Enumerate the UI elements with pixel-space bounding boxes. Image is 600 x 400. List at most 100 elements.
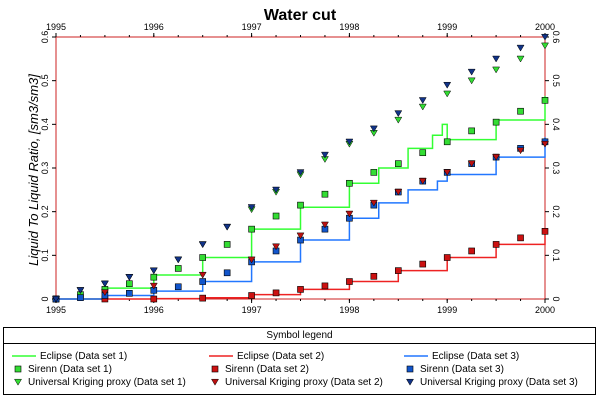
data-point-kriging1: [541, 42, 549, 50]
legend-title: Symbol legend: [266, 330, 333, 341]
data-point-kriging2: [149, 282, 158, 290]
data-point-kriging3: [76, 287, 85, 294]
data-point-sirenn2: [321, 282, 329, 290]
data-point-sirenn2: [150, 295, 158, 303]
data-point-kriging2: [321, 221, 329, 229]
data-point-sirenn3: [77, 294, 84, 301]
symbol-legend: Symbol legend Eclipse (Data set 1) Eclips…: [3, 327, 596, 395]
data-point-kriging3: [125, 274, 134, 281]
data-point-kriging2: [492, 154, 501, 161]
legend-label: Eclipse (Data set 2): [237, 350, 325, 362]
data-point-kriging3: [52, 295, 60, 303]
data-point-sirenn1: [541, 97, 549, 104]
y-tick-label-left: 0.5: [40, 74, 50, 87]
data-point-sirenn3: [126, 290, 133, 297]
data-point-kriging1: [467, 77, 476, 85]
legend-marker-kriging1: [14, 378, 22, 386]
data-point-kriging2: [443, 169, 452, 177]
legend-label: Sirenn (Data set 1): [28, 363, 112, 375]
data-point-kriging3: [149, 267, 158, 275]
y-tick-label-left: 0.6: [40, 31, 50, 44]
data-point-kriging2: [198, 271, 207, 279]
x-tick-label-top: 2000: [535, 22, 555, 32]
legend-marker-sirenn2: [211, 365, 219, 373]
legend-label: Sirenn (Data set 3): [420, 363, 504, 375]
data-point-sirenn1: [443, 138, 451, 146]
data-point-sirenn2: [517, 234, 524, 242]
data-point-sirenn2: [272, 289, 280, 297]
x-tick-label-bottom: 1999: [437, 305, 457, 315]
data-point-kriging3: [516, 44, 525, 52]
legend-entry-kriging2: Universal Kriging proxy (Data set 2): [209, 376, 383, 388]
data-point-sirenn1: [126, 280, 133, 288]
data-point-sirenn1: [223, 241, 231, 248]
legend-label: Universal Kriging proxy (Data set 3): [420, 376, 578, 388]
data-point-kriging3: [100, 280, 109, 288]
data-point-kriging3: [418, 97, 427, 104]
data-point-kriging3: [272, 186, 280, 194]
data-point-kriging2: [541, 140, 549, 148]
legend-entry-sirenn2: Sirenn (Data set 2): [209, 363, 309, 375]
data-point-sirenn1: [517, 107, 524, 115]
data-point-kriging3: [223, 223, 232, 231]
y-axis-label: Liquid To Liquid Ratio, [sm3/sm3]: [26, 74, 41, 266]
legend-divider: [4, 343, 595, 344]
data-point-sirenn3: [174, 283, 182, 291]
data-point-sirenn1: [346, 179, 353, 187]
data-point-kriging1: [516, 55, 525, 63]
data-point-kriging2: [467, 160, 476, 168]
data-point-sirenn2: [541, 228, 549, 235]
y-tick-label-right: 0.3: [551, 162, 561, 175]
legend-label: Eclipse (Data set 1): [40, 350, 128, 362]
legend-marker-sirenn1: [14, 365, 22, 373]
legend-entry-sirenn3: Sirenn (Data set 3): [404, 363, 504, 375]
data-point-kriging2: [296, 232, 305, 240]
data-point-sirenn2: [248, 292, 255, 299]
x-tick-label-top: 1999: [437, 22, 457, 32]
data-point-kriging3: [492, 55, 501, 63]
y-tick-label-right: 0.6: [551, 31, 561, 44]
legend-entry-eclipse2: Eclipse (Data set 2): [209, 350, 324, 362]
water-cut-chart: Water cut Liquid To Liquid Ratio, [sm3/s…: [26, 7, 561, 315]
data-point-kriging2: [516, 147, 525, 155]
data-point-kriging3: [541, 33, 549, 41]
data-point-sirenn3: [223, 269, 231, 277]
legend-swatch-sirenn3: [406, 365, 414, 373]
data-point-kriging1: [492, 66, 501, 74]
legend-swatch-kriging3: [406, 378, 414, 386]
data-point-sirenn2: [468, 247, 475, 255]
x-tick-label-top: 1998: [339, 22, 359, 32]
plot-area: 1995 1995 1996 1996 1997 1997 1998 1998 1999 1999…: [40, 22, 561, 315]
data-point-kriging3: [369, 125, 378, 133]
y-tick-label-right: 0.4: [551, 118, 561, 131]
data-point-kriging2: [272, 243, 280, 251]
data-point-sirenn1: [272, 212, 280, 220]
data-point-kriging3: [321, 151, 329, 159]
y-tick-label-left: 0.1: [40, 249, 50, 262]
data-point-kriging3: [198, 241, 207, 249]
x-tick-label-bottom: 1996: [144, 305, 164, 315]
data-point-kriging2: [247, 256, 256, 264]
data-point-sirenn2: [443, 254, 451, 261]
legend-marker-kriging3: [406, 378, 414, 386]
legend-label: Universal Kriging proxy (Data set 1): [28, 376, 186, 388]
legend-swatch-sirenn2: [211, 365, 219, 373]
legend-label: Universal Kriging proxy (Data set 2): [225, 376, 383, 388]
y-tick-label-right: 0.5: [551, 74, 561, 87]
x-tick-label-top: 1996: [144, 22, 164, 32]
legend-entry-kriging1: Universal Kriging proxy (Data set 1): [12, 376, 186, 388]
data-point-sirenn2: [370, 272, 378, 280]
legend-label: Eclipse (Data set 3): [432, 350, 520, 362]
legend-entry-kriging3: Universal Kriging proxy (Data set 3): [404, 376, 578, 388]
data-point-kriging3: [443, 81, 452, 89]
y-tick-label-right: 0.2: [551, 205, 561, 218]
data-point-kriging1: [394, 116, 403, 124]
data-point-sirenn1: [468, 127, 475, 135]
y-tick-label-right: 0: [551, 296, 561, 301]
data-point-sirenn2: [419, 260, 427, 268]
legend-entry-eclipse3: Eclipse (Data set 3): [404, 350, 519, 362]
data-point-kriging3: [296, 169, 305, 177]
data-point-sirenn2: [394, 267, 402, 274]
data-point-sirenn1: [370, 169, 378, 176]
data-point-sirenn2: [346, 278, 353, 285]
